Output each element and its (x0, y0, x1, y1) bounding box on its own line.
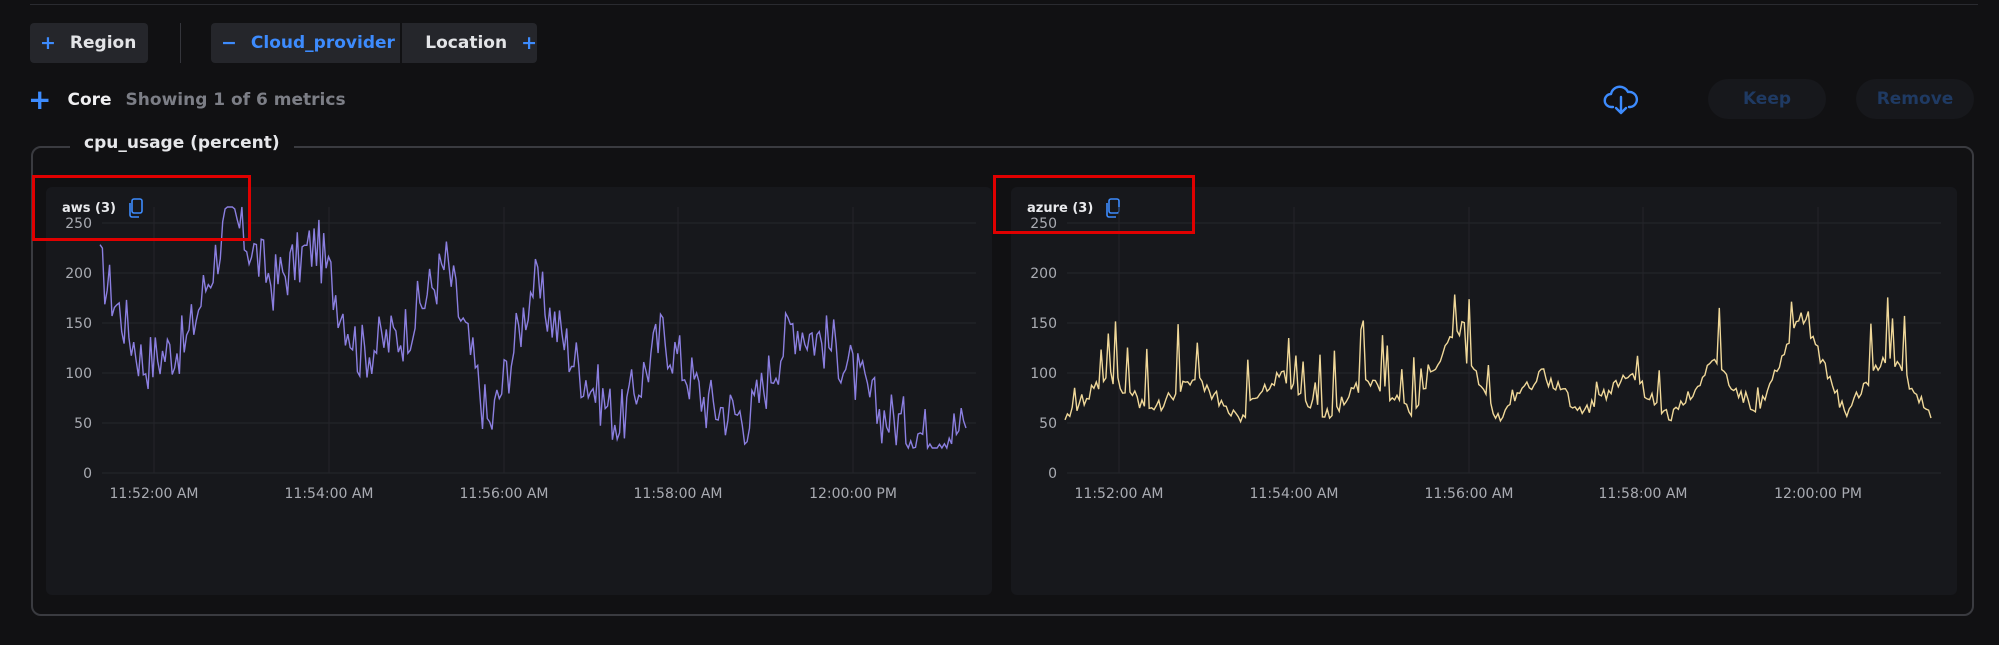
copy-icon[interactable] (1105, 198, 1121, 218)
x-tick-label: 11:54:00 AM (285, 486, 374, 502)
x-tick-label: 11:58:00 AM (634, 486, 723, 502)
highlight-box-aws (32, 175, 251, 241)
y-tick-label: 100 (1030, 366, 1057, 382)
metric-group-panel (31, 146, 1974, 616)
metric-group-title: cpu_usage (percent) (70, 133, 294, 153)
chart-title: aws (3) (62, 200, 116, 216)
add-metric-icon[interactable]: + (28, 83, 52, 116)
metrics-header: + Core Showing 1 of 6 metrics (28, 83, 346, 116)
y-tick-label: 0 (83, 466, 92, 482)
filter-separator (180, 23, 181, 63)
x-tick-label: 11:56:00 AM (460, 486, 549, 502)
y-tick-label: 250 (65, 216, 92, 232)
y-tick-label: 150 (65, 316, 92, 332)
keep-button[interactable]: Keep (1708, 79, 1826, 119)
series-line (1064, 294, 1932, 424)
y-tick-label: 0 (1048, 466, 1057, 482)
plus-icon: + (40, 32, 56, 54)
y-tick-label: 200 (65, 266, 92, 282)
x-tick-label: 11:54:00 AM (1250, 486, 1339, 502)
aws-line-chart: 250 200 150 100 50 0 11:52:00 AM 11:54:00 AM 11:… (65, 206, 976, 502)
y-tick-label: 200 (1030, 266, 1057, 282)
y-tick-label: 150 (1030, 316, 1057, 332)
plus-icon: + (521, 32, 537, 54)
x-tick-label: 12:00:00 PM (809, 486, 897, 502)
add-location-group[interactable]: Location + (402, 23, 537, 63)
remove-button[interactable]: Remove (1856, 79, 1974, 119)
minus-icon: − (221, 32, 237, 54)
location-label: Location (425, 33, 508, 53)
x-tick-label: 11:58:00 AM (1599, 486, 1688, 502)
highlight-box-azure (993, 175, 1195, 234)
y-tick-label: 100 (65, 366, 92, 382)
chart-card-aws: aws (3) 250 200 150 100 50 0 11:52:00 AM 11:54:… (46, 187, 992, 595)
remove-cloud-provider-group[interactable]: − Cloud_provider (211, 23, 400, 63)
chart-label: aws (3) (62, 198, 144, 218)
chart-label: azure (3) (1027, 198, 1121, 218)
chart-card-azure: azure (3) 250 200 150 100 50 0 11:52:00 AM 11:5… (1011, 187, 1957, 595)
series-line (99, 206, 967, 451)
x-tick-label: 11:52:00 AM (1075, 486, 1164, 502)
group-by-chip: − Cloud_provider Location + (211, 23, 537, 63)
copy-icon[interactable] (128, 198, 144, 218)
x-tick-label: 11:56:00 AM (1425, 486, 1514, 502)
top-divider (30, 4, 1978, 5)
chip-divider (400, 23, 403, 63)
cloud-download-icon[interactable] (1603, 82, 1639, 118)
y-tick-label: 50 (74, 416, 92, 432)
azure-line-chart: 250 200 150 100 50 0 11:52:00 AM 11:54:00 AM 11:… (1030, 207, 1941, 502)
region-chip-label: Region (69, 33, 137, 53)
y-tick-label: 250 (1030, 216, 1057, 232)
cloud-provider-label: Cloud_provider (250, 33, 395, 53)
add-region-filter-chip[interactable]: + Region (30, 23, 148, 63)
metrics-section-title: Core (67, 90, 112, 110)
y-tick-label: 50 (1039, 416, 1057, 432)
x-tick-label: 12:00:00 PM (1774, 486, 1862, 502)
chart-title: azure (3) (1027, 200, 1094, 216)
metrics-summary: Showing 1 of 6 metrics (125, 90, 346, 110)
x-tick-label: 11:52:00 AM (110, 486, 199, 502)
